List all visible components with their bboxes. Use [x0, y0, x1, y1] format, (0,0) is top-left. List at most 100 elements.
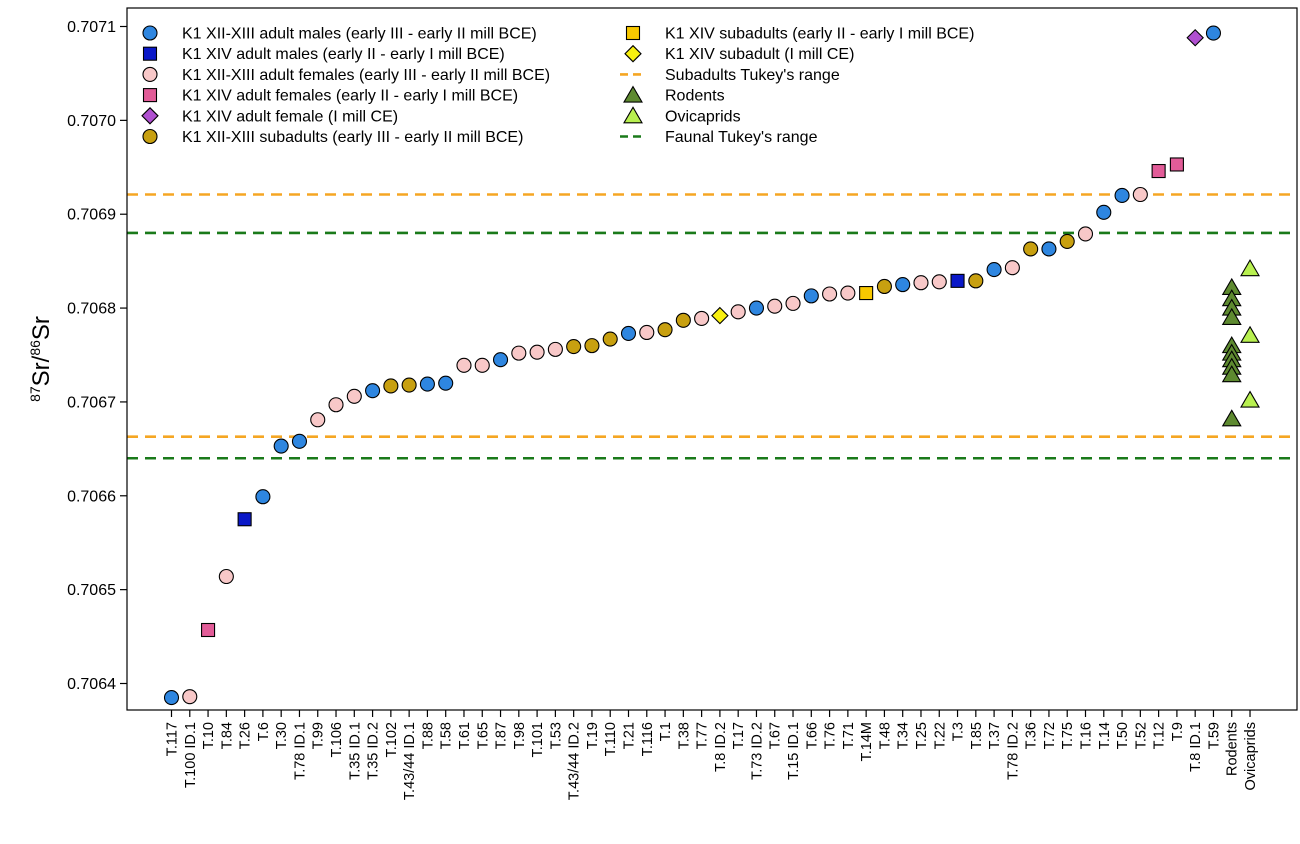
- legend-marker: [142, 25, 158, 41]
- x-tick-label: T.34: [896, 722, 912, 749]
- legend-label: K1 XII-XIII adult males (early III - ear…: [182, 26, 537, 43]
- data-point: [1240, 325, 1260, 343]
- x-tick-label: T.88: [420, 722, 436, 749]
- x-tick-label: T.87: [494, 722, 510, 749]
- x-tick-label: T.30: [274, 722, 290, 749]
- data-point: [346, 388, 362, 404]
- data-point: [968, 273, 984, 289]
- data-point: [438, 375, 454, 391]
- x-tick-label: T.8 ID.1: [1188, 722, 1204, 772]
- data-point: [365, 383, 381, 399]
- data-point: [529, 344, 545, 360]
- x-tick-label: T.52: [1133, 722, 1149, 749]
- x-tick-label: T.10: [201, 722, 217, 749]
- data-point: [584, 338, 600, 354]
- data-point: [950, 273, 965, 288]
- data-point: [401, 377, 417, 393]
- data-point: [218, 568, 234, 585]
- data-point: [1151, 163, 1166, 179]
- data-point: [602, 331, 618, 347]
- data-point: [1240, 259, 1260, 277]
- data-point: [1023, 241, 1039, 257]
- legend-label: K1 XII-XIII subadults (early III - early…: [182, 129, 523, 146]
- data-point: [1096, 204, 1112, 220]
- data-point: [255, 489, 271, 505]
- data-point: [840, 285, 856, 301]
- y-tick-label: 0.7067: [67, 394, 116, 411]
- data-point: [730, 304, 746, 320]
- data-point: [620, 325, 637, 341]
- data-point: [913, 275, 929, 291]
- x-tick-label: T.21: [622, 722, 638, 749]
- data-point: [1221, 365, 1242, 383]
- x-tick-label: T.84: [219, 722, 235, 749]
- data-point: [291, 433, 308, 449]
- legend-marker: [623, 85, 643, 103]
- x-tick-label: T.59: [1206, 722, 1222, 749]
- x-tick-label: T.71: [841, 722, 857, 749]
- x-tick-label: T.14M: [859, 722, 875, 762]
- x-tick-label: T.72: [1042, 722, 1058, 749]
- data-point: [547, 341, 563, 357]
- legend-marker: [141, 107, 159, 125]
- x-tick-label: T.16: [1079, 722, 1095, 749]
- data-point: [803, 288, 819, 304]
- data-point: [1077, 226, 1094, 242]
- data-point: [310, 412, 326, 428]
- data-point: [1169, 157, 1184, 172]
- y-tick-label: 0.7068: [67, 301, 116, 318]
- x-tick-label: T.50: [1115, 722, 1131, 749]
- legend-marker: [142, 46, 158, 61]
- x-tick-label: T.26: [238, 722, 254, 749]
- data-point: [675, 312, 691, 328]
- legend-marker: [142, 88, 158, 103]
- data-point: [1186, 28, 1204, 47]
- data-point: [419, 376, 435, 392]
- x-tick-label: T.37: [987, 722, 1003, 749]
- data-point: [1205, 25, 1222, 41]
- x-tick-label: T.110: [603, 722, 619, 756]
- data-point: [328, 397, 344, 413]
- legend-marker: [142, 66, 158, 82]
- x-tick-label: T.17: [731, 722, 747, 749]
- x-tick-label: T.102: [384, 722, 400, 757]
- data-point: [1114, 187, 1130, 203]
- data-point: [1059, 233, 1075, 249]
- legend-label: Faunal Tukey's range: [665, 129, 818, 146]
- data-point: [657, 322, 673, 338]
- x-tick-label: T.75: [1060, 722, 1076, 749]
- data-point: [1004, 260, 1020, 276]
- y-tick-label: 0.7070: [67, 113, 116, 130]
- data-point: [895, 277, 911, 293]
- data-point: [566, 339, 582, 355]
- data-point: [859, 286, 874, 301]
- data-point: [182, 689, 198, 705]
- data-point: [986, 262, 1002, 278]
- x-tick-label: T.98: [512, 722, 528, 749]
- tukey-range-lines: [127, 193, 1297, 460]
- x-tick-label: T.9: [1170, 722, 1186, 741]
- legend-label: K1 XIV adult females (early II - early I…: [182, 88, 518, 105]
- data-point: [639, 324, 655, 341]
- data-point: [1041, 241, 1057, 257]
- x-tick-label: T.19: [585, 722, 601, 749]
- x-tick-label: T.117: [165, 722, 181, 756]
- x-tick-label: T.48: [877, 722, 893, 749]
- x-tick-label: T.22: [932, 722, 948, 749]
- data-point: [876, 278, 892, 295]
- x-tick-label: Rodents: [1225, 722, 1241, 776]
- data-point: [163, 690, 180, 706]
- legend-marker: [625, 25, 641, 41]
- data-point: [383, 378, 399, 394]
- x-tick-label: T.106: [329, 722, 345, 757]
- x-tick-label: T.14: [1097, 722, 1113, 749]
- y-axis: 0.7064 0.7065 0.7066 0.7067 0.7068 0.7069 0.70…: [67, 19, 127, 693]
- data-point: [785, 295, 801, 311]
- legend-marker: [624, 44, 642, 63]
- y-tick-label: 0.7066: [67, 488, 116, 505]
- legend-label: Subadults Tukey's range: [665, 67, 840, 84]
- data-point: [456, 357, 472, 373]
- plot-frame: [126, 7, 1298, 711]
- data-point: [931, 274, 947, 290]
- x-tick-label: T.35 ID.2: [366, 722, 382, 780]
